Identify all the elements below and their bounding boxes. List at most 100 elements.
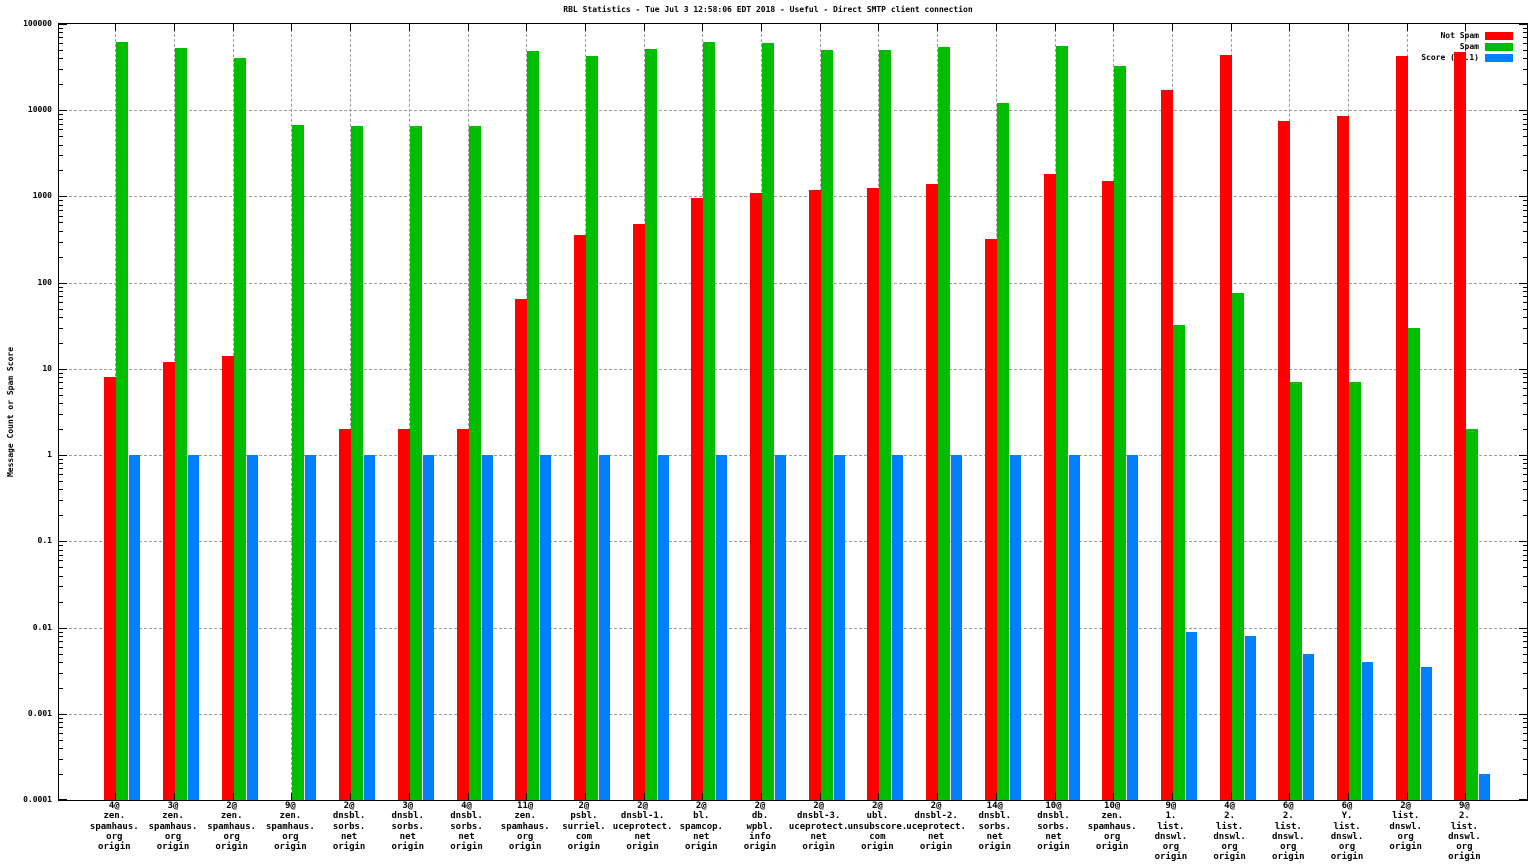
axis-tick bbox=[1523, 308, 1527, 310]
axis-tick bbox=[59, 717, 63, 719]
axis-tick bbox=[174, 793, 175, 800]
axis-tick bbox=[59, 635, 63, 637]
x-tick-label-line: origin bbox=[450, 842, 483, 853]
bar-spam bbox=[938, 47, 951, 800]
x-tick-label-line: 9@ bbox=[1165, 801, 1177, 811]
x-tick-label-line: zen. bbox=[1101, 811, 1124, 822]
axis-tick bbox=[1172, 24, 1173, 31]
axis-tick bbox=[526, 24, 527, 31]
x-tick-label: 3@ dnsbl. sorbs. net origin bbox=[377, 801, 439, 852]
x-tick-label-line: 2@ bbox=[930, 801, 942, 811]
x-tick-label-line: origin bbox=[1095, 842, 1129, 853]
axis-tick bbox=[1523, 429, 1527, 431]
axis-tick bbox=[1523, 774, 1527, 776]
x-tick-label-line: origin bbox=[567, 842, 601, 853]
x-tick-label-line: 2@ bbox=[754, 801, 766, 811]
bar-spam bbox=[1349, 382, 1361, 800]
axis-tick bbox=[996, 793, 997, 800]
x-tick-label-line: dnsbl-3. bbox=[797, 811, 841, 822]
axis-tick bbox=[1519, 455, 1527, 456]
axis-tick bbox=[59, 369, 67, 370]
axis-tick bbox=[1523, 241, 1527, 243]
x-tick-label-line: org bbox=[164, 831, 182, 842]
x-tick-label-line: sorbs. bbox=[1037, 821, 1070, 832]
bar-not-spam bbox=[221, 356, 234, 800]
axis-tick bbox=[59, 481, 63, 483]
axis-tick bbox=[1523, 27, 1527, 29]
axis-tick bbox=[59, 283, 67, 284]
axis-tick bbox=[59, 24, 67, 25]
axis-tick bbox=[1523, 377, 1527, 379]
axis-tick bbox=[1523, 515, 1527, 517]
x-tick-label-line: net bbox=[399, 831, 416, 842]
x-tick-label-line: Y. bbox=[1341, 811, 1353, 822]
x-tick-label: 6@ Y. list. dnswl. org origin bbox=[1316, 801, 1378, 863]
legend-swatch-spam bbox=[1485, 42, 1513, 51]
axis-tick bbox=[1407, 793, 1408, 800]
axis-tick bbox=[1523, 459, 1527, 461]
axis-tick bbox=[1523, 717, 1527, 719]
x-tick-label-line: sorbs. bbox=[332, 821, 366, 832]
bar-spam bbox=[879, 49, 892, 800]
axis-tick bbox=[878, 24, 879, 31]
x-tick-label-line: 1. bbox=[1165, 811, 1177, 822]
axis-tick bbox=[59, 567, 63, 569]
axis-tick bbox=[59, 27, 63, 29]
axis-tick bbox=[1523, 388, 1527, 390]
x-tick-label-line: dnswl. bbox=[1272, 831, 1305, 842]
axis-tick bbox=[1519, 283, 1527, 284]
axis-tick bbox=[1519, 369, 1527, 370]
axis-tick bbox=[59, 155, 63, 157]
axis-tick bbox=[59, 382, 63, 384]
bar-not-spam bbox=[632, 223, 645, 800]
axis-tick bbox=[291, 24, 292, 31]
axis-tick bbox=[233, 793, 234, 800]
axis-tick bbox=[59, 459, 63, 461]
axis-tick bbox=[878, 793, 879, 800]
x-tick-label-line: 6@ bbox=[1341, 801, 1353, 811]
y-tick-label: 100000 bbox=[23, 19, 52, 28]
legend-label-spam: Spam bbox=[1459, 42, 1479, 51]
legend-entry-not-spam: Not Spam bbox=[1421, 30, 1513, 41]
x-tick-label-line: origin bbox=[1154, 852, 1188, 863]
axis-tick bbox=[1523, 489, 1527, 491]
axis-tick bbox=[350, 24, 351, 31]
axis-tick bbox=[1523, 215, 1527, 217]
bar-not-spam bbox=[456, 429, 469, 800]
x-tick-label-line: uceprotect. bbox=[612, 821, 673, 832]
x-tick-label-line: org bbox=[1104, 831, 1121, 842]
x-tick-label-line: 2. bbox=[1458, 811, 1470, 822]
axis-tick bbox=[1523, 500, 1527, 502]
bar-not-spam bbox=[691, 198, 704, 800]
axis-tick bbox=[702, 793, 703, 800]
v-gridline bbox=[350, 24, 352, 800]
axis-tick bbox=[59, 230, 63, 232]
bar-spam bbox=[1466, 429, 1479, 800]
x-tick-label-line: 4@ bbox=[461, 801, 472, 811]
bar-not-spam bbox=[1395, 56, 1408, 800]
x-tick-label-line: net bbox=[927, 831, 945, 842]
x-tick-label-line: sorbs. bbox=[450, 821, 483, 832]
axis-tick bbox=[59, 714, 67, 715]
bar-spam bbox=[703, 41, 716, 800]
axis-tick bbox=[59, 586, 63, 588]
axis-tick bbox=[59, 316, 63, 318]
axis-tick bbox=[1523, 296, 1527, 298]
axis-tick bbox=[1523, 640, 1527, 642]
axis-tick bbox=[1523, 601, 1527, 603]
axis-tick bbox=[1523, 661, 1527, 663]
x-tick-label-line: origin bbox=[978, 842, 1012, 853]
x-tick-label-line: origin bbox=[1330, 852, 1364, 863]
x-tick-label: 2@ dnsbl-3. uceprotect. net origin bbox=[788, 801, 850, 852]
x-tick-label: 14@ dnsbl. sorbs. net origin bbox=[964, 801, 1026, 852]
axis-tick bbox=[1523, 554, 1527, 556]
h-gridline bbox=[59, 368, 1527, 370]
x-tick-label-line: com bbox=[869, 831, 886, 842]
bar-spam bbox=[409, 126, 422, 800]
x-tick-label-line: 9@ bbox=[284, 801, 296, 811]
x-tick-label-line: list. bbox=[1450, 821, 1478, 832]
axis-tick bbox=[1523, 748, 1527, 750]
legend-entry-spam: Spam bbox=[1421, 41, 1513, 52]
x-tick-label-line: origin bbox=[1213, 852, 1246, 863]
axis-tick bbox=[1523, 49, 1527, 51]
